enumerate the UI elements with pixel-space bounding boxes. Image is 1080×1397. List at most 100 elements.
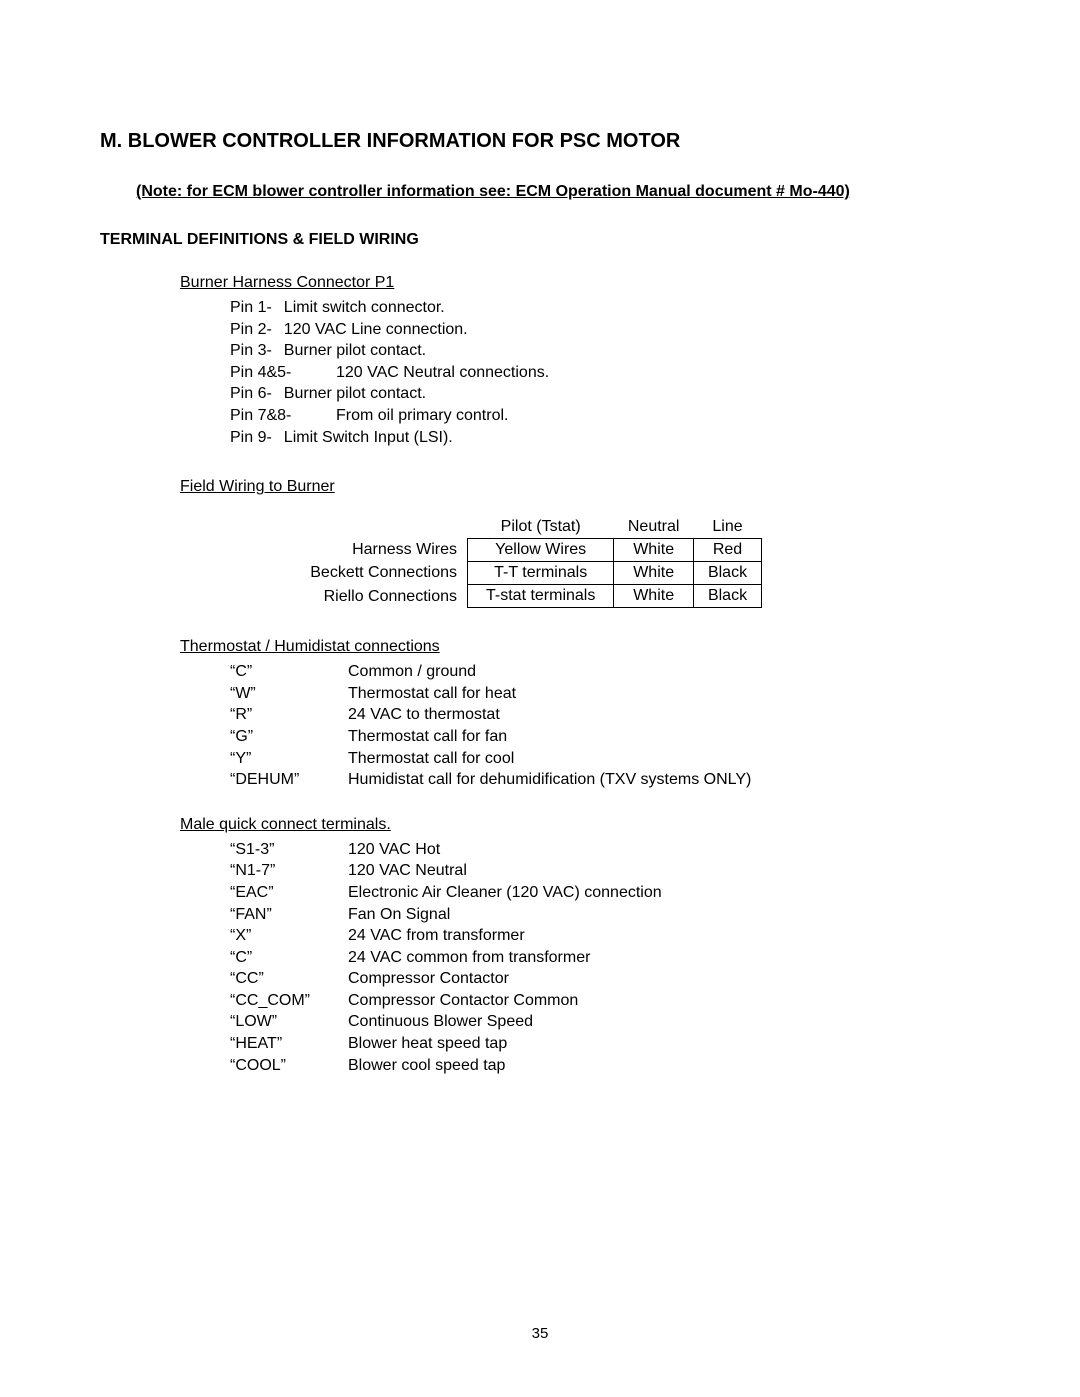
list-item: “Y”Thermostat call for cool xyxy=(230,748,980,770)
pin-description: Limit Switch Input (LSI). xyxy=(284,427,453,449)
pin-description: From oil primary control. xyxy=(336,405,508,427)
terminal-key: “CC_COM” xyxy=(230,990,348,1012)
list-item: “DEHUM”Humidistat call for dehumidificat… xyxy=(230,769,980,791)
section-title: M. BLOWER CONTROLLER INFORMATION FOR PSC… xyxy=(100,130,980,153)
pin-description: Limit switch connector. xyxy=(284,297,445,319)
pin-row: Pin 3- Burner pilot contact. xyxy=(230,340,980,362)
pin-row: Pin 2- 120 VAC Line connection. xyxy=(230,319,980,341)
table-row: Yellow WiresWhiteRed xyxy=(468,539,762,562)
terminal-value: Compressor Contactor Common xyxy=(348,990,578,1012)
list-item: “R”24 VAC to thermostat xyxy=(230,704,980,726)
wiring-row-label: Harness Wires xyxy=(170,538,457,561)
terminal-key: “EAC” xyxy=(230,882,348,904)
pin-label: Pin 7&8- xyxy=(230,405,336,427)
table-row: T-T terminalsWhiteBlack xyxy=(468,562,762,585)
wiring-table-cell: T-T terminals xyxy=(468,562,614,585)
pin-description: 120 VAC Neutral connections. xyxy=(336,362,549,384)
male-qc-heading: Male quick connect terminals. xyxy=(180,816,980,834)
terminal-value: Thermostat call for heat xyxy=(348,683,516,705)
list-item: “EAC”Electronic Air Cleaner (120 VAC) co… xyxy=(230,882,980,904)
wiring-table-cell: Red xyxy=(693,539,761,562)
list-item: “HEAT”Blower heat speed tap xyxy=(230,1033,980,1055)
list-item: “COOL”Blower cool speed tap xyxy=(230,1055,980,1077)
wiring-table-cell: Black xyxy=(693,562,761,585)
wiring-row-label: Riello Connections xyxy=(170,585,457,608)
terminal-key: “G” xyxy=(230,726,348,748)
list-item: “X”24 VAC from transformer xyxy=(230,925,980,947)
terminal-key: “CC” xyxy=(230,968,348,990)
wiring-table-cell: White xyxy=(614,562,694,585)
terminal-value: 24 VAC from transformer xyxy=(348,925,525,947)
list-item: “FAN”Fan On Signal xyxy=(230,904,980,926)
terminal-value: 120 VAC Hot xyxy=(348,839,440,861)
page-number: 35 xyxy=(0,1325,1080,1342)
terminal-key: “N1-7” xyxy=(230,860,348,882)
pin-row: Pin 9- Limit Switch Input (LSI). xyxy=(230,427,980,449)
pin-list: Pin 1- Limit switch connector. Pin 2- 120 V… xyxy=(230,297,980,448)
pin-label: Pin 4&5- xyxy=(230,362,336,384)
document-page: M. BLOWER CONTROLLER INFORMATION FOR PSC… xyxy=(0,0,1080,1116)
pin-row: Pin 6- Burner pilot contact. xyxy=(230,383,980,405)
pin-label: Pin 9- xyxy=(230,427,272,449)
terminal-key: “R” xyxy=(230,704,348,726)
pin-row: Pin 4&5-120 VAC Neutral connections. xyxy=(230,362,980,384)
pin-row: Pin 7&8-From oil primary control. xyxy=(230,405,980,427)
wiring-table: Pilot (Tstat)NeutralLine Yellow WiresWhi… xyxy=(467,516,762,608)
terminal-key: “X” xyxy=(230,925,348,947)
pin-row: Pin 1- Limit switch connector. xyxy=(230,297,980,319)
terminal-value: Continuous Blower Speed xyxy=(348,1011,533,1033)
terminal-key: “LOW” xyxy=(230,1011,348,1033)
wiring-table-cell: Yellow Wires xyxy=(468,539,614,562)
terminal-value: Humidistat call for dehumidification (TX… xyxy=(348,769,751,791)
wiring-table-cell: White xyxy=(614,585,694,608)
terminal-key: “DEHUM” xyxy=(230,769,348,791)
terminal-key: “FAN” xyxy=(230,904,348,926)
terminal-value: 24 VAC common from transformer xyxy=(348,947,590,969)
list-item: “LOW”Continuous Blower Speed xyxy=(230,1011,980,1033)
subheading: TERMINAL DEFINITIONS & FIELD WIRING xyxy=(100,231,980,249)
field-wiring-heading: Field Wiring to Burner xyxy=(180,478,980,496)
pin-label: Pin 1- xyxy=(230,297,272,319)
wiring-table-cell: T-stat terminals xyxy=(468,585,614,608)
thermostat-list: “C”Common / ground“W”Thermostat call for… xyxy=(230,661,980,791)
list-item: “C”24 VAC common from transformer xyxy=(230,947,980,969)
terminal-value: Blower cool speed tap xyxy=(348,1055,505,1077)
wiring-table-header: Pilot (Tstat) xyxy=(468,516,614,539)
burner-harness-heading: Burner Harness Connector P1 xyxy=(180,274,980,292)
terminal-value: Thermostat call for fan xyxy=(348,726,507,748)
terminal-key: “W” xyxy=(230,683,348,705)
terminal-key: “Y” xyxy=(230,748,348,770)
terminal-key: “HEAT” xyxy=(230,1033,348,1055)
wiring-table-cell: White xyxy=(614,539,694,562)
list-item: “N1-7”120 VAC Neutral xyxy=(230,860,980,882)
wiring-table-header: Line xyxy=(693,516,761,539)
terminal-value: Common / ground xyxy=(348,661,476,683)
wiring-table-header: Neutral xyxy=(614,516,694,539)
terminal-key: “COOL” xyxy=(230,1055,348,1077)
pin-label: Pin 2- xyxy=(230,319,272,341)
wiring-row-label: Beckett Connections xyxy=(170,561,457,584)
list-item: “S1-3”120 VAC Hot xyxy=(230,839,980,861)
wiring-table-cell: Black xyxy=(693,585,761,608)
terminal-value: Fan On Signal xyxy=(348,904,450,926)
terminal-key: “C” xyxy=(230,947,348,969)
pin-description: Burner pilot contact. xyxy=(284,383,426,405)
note-line: (Note: for ECM blower controller informa… xyxy=(136,183,980,201)
list-item: “W”Thermostat call for heat xyxy=(230,683,980,705)
terminal-value: 24 VAC to thermostat xyxy=(348,704,500,726)
terminal-value: Blower heat speed tap xyxy=(348,1033,507,1055)
terminal-value: Compressor Contactor xyxy=(348,968,509,990)
field-wiring-block: Harness WiresBeckett ConnectionsRiello C… xyxy=(100,516,980,608)
pin-description: Burner pilot contact. xyxy=(284,340,426,362)
wiring-row-labels: Harness WiresBeckett ConnectionsRiello C… xyxy=(170,538,457,608)
list-item: “CC_COM”Compressor Contactor Common xyxy=(230,990,980,1012)
pin-label: Pin 3- xyxy=(230,340,272,362)
terminal-value: Thermostat call for cool xyxy=(348,748,514,770)
pin-label: Pin 6- xyxy=(230,383,272,405)
terminal-value: 120 VAC Neutral xyxy=(348,860,467,882)
terminal-key: “S1-3” xyxy=(230,839,348,861)
list-item: “CC”Compressor Contactor xyxy=(230,968,980,990)
pin-description: 120 VAC Line connection. xyxy=(284,319,468,341)
table-row: T-stat terminalsWhiteBlack xyxy=(468,585,762,608)
thermostat-heading: Thermostat / Humidistat connections xyxy=(180,638,980,656)
